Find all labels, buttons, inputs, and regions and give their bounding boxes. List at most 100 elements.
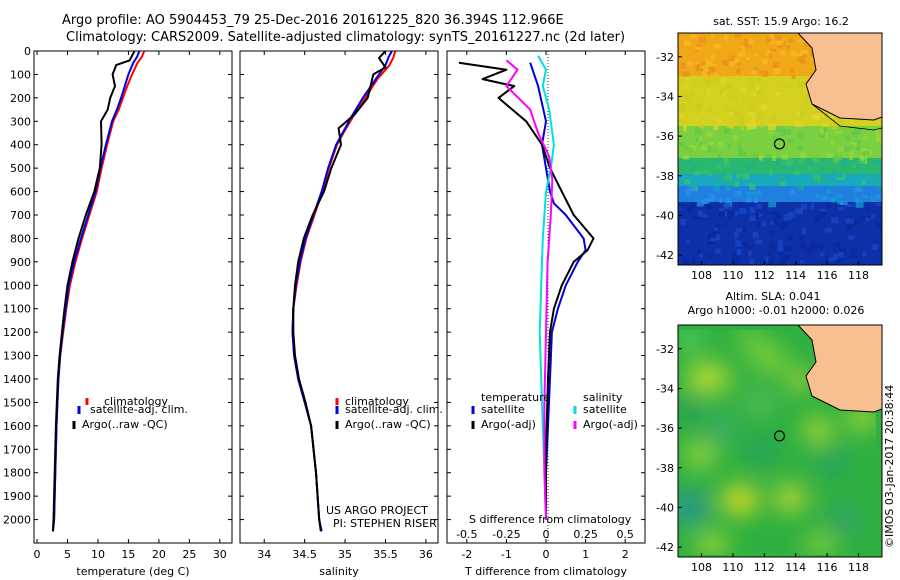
lat-tick-label: -32 <box>656 343 674 356</box>
x-tick-label: -2 <box>461 548 472 561</box>
x-tick-label: 34.5 <box>292 548 317 561</box>
sla-map-title: Altim. SLA: 0.041 <box>725 290 820 303</box>
lon-tick-label: 112 <box>754 561 775 574</box>
lat-tick-label: -38 <box>656 462 674 475</box>
x-tick-label: 25 <box>182 548 196 561</box>
lat-tick-label: -34 <box>656 382 674 395</box>
x-tick-label: -1 <box>501 548 512 561</box>
x-tick-label: 35.5 <box>373 548 398 561</box>
lon-tick-label: 118 <box>848 561 869 574</box>
lon-tick-label: 112 <box>754 269 775 282</box>
depth-tick-label: 1500 <box>3 396 31 409</box>
legend-label-satellite-adj: satellite-adj. clim. <box>90 403 188 416</box>
depth-tick-label: 1100 <box>3 303 31 316</box>
x-tick-label: 1 <box>582 548 589 561</box>
lon-tick-label: 108 <box>691 269 712 282</box>
difference-legend: temperature satellite Argo(-adj) salinit… <box>471 391 638 431</box>
project-annotation: US ARGO PROJECT <box>326 504 428 517</box>
temperature-axes-frame <box>33 50 233 544</box>
lat-tick-label: -42 <box>656 541 674 554</box>
legend-label-climatology: climatology <box>104 395 168 408</box>
temperature-x-axis: 0 5 10 15 20 25 30 <box>34 51 227 561</box>
series-line-argo-raw-qc- <box>51 51 136 532</box>
legend-title-salinity: salinity <box>583 391 623 404</box>
sst-map-frame <box>677 32 883 266</box>
series-line-argo-adj- <box>505 59 554 520</box>
sst-lat-axis: -32 -34 -36 -38 -40 -42 <box>656 51 682 262</box>
x-tick-label: 30 <box>213 548 227 561</box>
difference-panel: -2 -1 0 1 2 -0.5 -0.25 0 0.25 0.5 S difference f… <box>446 50 646 578</box>
x-tick-label: 10 <box>91 548 105 561</box>
lon-tick-label: 118 <box>848 269 869 282</box>
legend-label-climatology: climatology <box>345 395 409 408</box>
x-tick-label: 0 <box>34 548 41 561</box>
difference-series <box>458 55 595 520</box>
sst-field <box>678 33 882 265</box>
depth-tick-label: 400 <box>10 139 31 152</box>
depth-tick-label: 0 <box>24 45 31 58</box>
lon-tick-label: 110 <box>722 561 743 574</box>
x-tick-label: 34 <box>257 548 271 561</box>
depth-axis: 0 100 200 300 400 500 600 700 800 900 1000 1100 1200… <box>3 45 232 527</box>
sla-lat-axis: -32 -34 -36 -38 -40 -42 <box>656 343 682 554</box>
s-tick-label: -0.5 <box>456 528 477 541</box>
lat-tick-label: -36 <box>656 130 674 143</box>
s-tick-label: 0 <box>543 528 550 541</box>
s-difference-axis: -0.5 -0.25 0 0.25 0.5 <box>456 528 634 541</box>
legend-label-argo: Argo(..raw -QC) <box>82 418 168 431</box>
lon-tick-label: 110 <box>722 269 743 282</box>
sst-lon-axis: 108 110 112 114 116 118 <box>691 261 869 282</box>
sla-map-panel: Altim. SLA: 0.041 Argo h1000: -0.01 h200… <box>656 290 883 574</box>
sla-map-subtitle: Argo h1000: -0.01 h2000: 0.026 <box>688 304 865 317</box>
x-tick-label: 15 <box>121 548 135 561</box>
lon-tick-label: 114 <box>785 561 806 574</box>
salinity-x-axis: 34 34.5 35 35.5 36 <box>257 51 433 561</box>
depth-tick-label: 500 <box>10 162 31 175</box>
salinity-legend: climatology satellite-adj. clim. Argo(..… <box>335 395 443 431</box>
x-tick-label: 35 <box>338 548 352 561</box>
sla-map-frame <box>677 324 883 558</box>
sst-map-title: sat. SST: 15.9 Argo: 16.2 <box>713 15 849 28</box>
temperature-series <box>51 51 146 532</box>
lat-tick-label: -34 <box>656 90 674 103</box>
lon-tick-label: 116 <box>817 269 838 282</box>
depth-tick-label: 600 <box>10 186 31 199</box>
pi-annotation: PI: STEPHEN RISER <box>333 517 437 530</box>
x-tick-label: 20 <box>152 548 166 561</box>
s-difference-label: S difference from climatology <box>469 513 632 526</box>
lat-tick-label: -40 <box>656 209 674 222</box>
s-tick-label: 0.5 <box>616 528 634 541</box>
series-line-argo-adj- <box>458 61 595 520</box>
temperature-xlabel: temperature (deg C) <box>76 565 189 578</box>
x-tick-label: 36 <box>419 548 433 561</box>
lat-tick-label: -38 <box>656 170 674 183</box>
lon-tick-label: 114 <box>785 269 806 282</box>
difference-depth-ticks <box>447 50 645 521</box>
t-difference-x-axis: -2 -1 0 1 2 <box>461 51 629 561</box>
x-tick-label: 2 <box>622 548 629 561</box>
depth-tick-label: 900 <box>10 256 31 269</box>
legend-label-satellite-adj: satellite-adj. clim. <box>345 403 443 416</box>
legend-label-t-argo: Argo(-adj) <box>481 418 536 431</box>
depth-tick-label: 800 <box>10 232 31 245</box>
figure-title-line2: Climatology: CARS2009. Satellite-adjuste… <box>66 30 625 45</box>
imos-timestamp: ©IMOS 03-Jan-2017 20:38:44 <box>883 385 896 548</box>
depth-tick-label: 1000 <box>3 279 31 292</box>
figure-title-line1: Argo profile: AO 5904453_79 25-Dec-2016 … <box>62 13 564 28</box>
sla-lon-axis: 108 110 112 114 116 118 <box>691 553 869 574</box>
legend-label-argo: Argo(..raw -QC) <box>345 418 431 431</box>
sla-field <box>678 325 882 557</box>
legend-label-s-argo: Argo(-adj) <box>583 418 638 431</box>
series-line-satellite <box>537 55 555 520</box>
s-tick-label: 0.25 <box>573 528 598 541</box>
salinity-xlabel: salinity <box>319 565 359 578</box>
t-difference-label: T difference from climatology <box>464 565 627 578</box>
temperature-legend: climatology satellite-adj. clim. Argo(..… <box>72 395 188 431</box>
lon-tick-label: 108 <box>691 561 712 574</box>
depth-tick-label: 1400 <box>3 373 31 386</box>
lat-tick-label: -36 <box>656 422 674 435</box>
legend-title-temperature: temperature <box>481 391 550 404</box>
salinity-series <box>291 51 397 532</box>
depth-tick-label: 1800 <box>3 467 31 480</box>
lat-tick-label: -32 <box>656 51 674 64</box>
